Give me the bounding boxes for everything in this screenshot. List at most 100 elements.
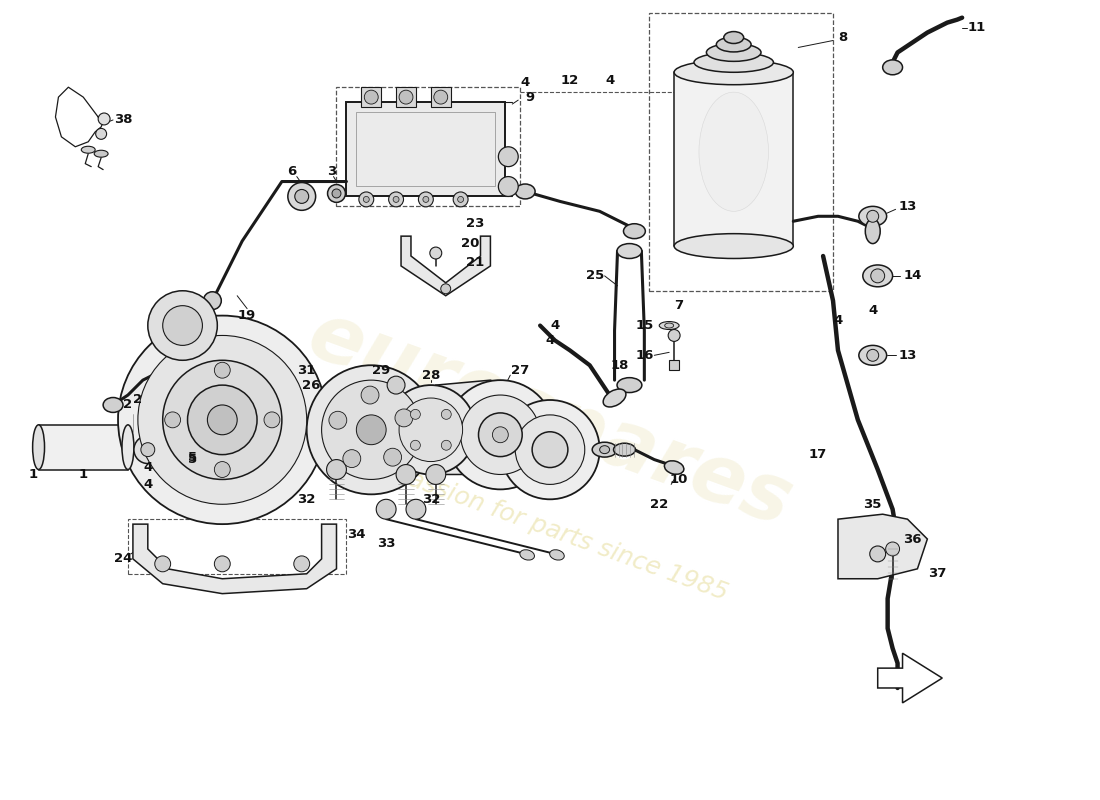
Ellipse shape xyxy=(515,184,535,199)
Text: 13: 13 xyxy=(899,349,916,362)
Ellipse shape xyxy=(882,60,902,74)
Circle shape xyxy=(294,556,310,572)
Text: 35: 35 xyxy=(864,498,882,510)
Polygon shape xyxy=(878,654,943,703)
Ellipse shape xyxy=(674,234,793,258)
Circle shape xyxy=(396,465,416,485)
Ellipse shape xyxy=(520,550,535,560)
Ellipse shape xyxy=(867,350,879,362)
Ellipse shape xyxy=(859,346,887,366)
Text: 29: 29 xyxy=(372,364,390,377)
Text: 31: 31 xyxy=(297,364,316,377)
Circle shape xyxy=(441,284,451,294)
Circle shape xyxy=(493,427,508,442)
Text: 34: 34 xyxy=(348,527,365,541)
Ellipse shape xyxy=(188,430,207,449)
Text: 4: 4 xyxy=(143,478,153,491)
Text: 6: 6 xyxy=(287,165,296,178)
Circle shape xyxy=(134,436,162,463)
Ellipse shape xyxy=(418,192,433,207)
Ellipse shape xyxy=(866,218,880,243)
Circle shape xyxy=(399,90,412,104)
Circle shape xyxy=(446,380,556,490)
Circle shape xyxy=(426,465,446,485)
Ellipse shape xyxy=(724,31,744,43)
Text: 4: 4 xyxy=(143,461,153,474)
Ellipse shape xyxy=(859,206,887,226)
Text: 23: 23 xyxy=(466,217,485,230)
Text: 36: 36 xyxy=(903,533,922,546)
Text: 12: 12 xyxy=(561,74,579,86)
Text: 5: 5 xyxy=(188,451,197,464)
Ellipse shape xyxy=(239,381,256,399)
Text: a passion for parts since 1985: a passion for parts since 1985 xyxy=(368,454,732,605)
Circle shape xyxy=(147,290,218,360)
Ellipse shape xyxy=(388,192,404,207)
Bar xyxy=(431,87,451,107)
Text: 4: 4 xyxy=(834,314,843,327)
Circle shape xyxy=(532,432,568,467)
Ellipse shape xyxy=(716,37,751,52)
Text: 15: 15 xyxy=(635,319,653,332)
Ellipse shape xyxy=(498,177,518,197)
Text: 20: 20 xyxy=(461,237,480,250)
Circle shape xyxy=(387,376,405,394)
Circle shape xyxy=(214,556,230,572)
Text: 7: 7 xyxy=(674,299,684,312)
Text: 14: 14 xyxy=(903,270,922,282)
Ellipse shape xyxy=(204,292,221,310)
Circle shape xyxy=(98,113,110,125)
Circle shape xyxy=(399,398,463,462)
Ellipse shape xyxy=(664,323,673,328)
Circle shape xyxy=(155,556,170,572)
Text: 18: 18 xyxy=(610,358,629,372)
Circle shape xyxy=(327,459,346,479)
Ellipse shape xyxy=(862,265,892,286)
Ellipse shape xyxy=(659,322,679,330)
Bar xyxy=(346,102,505,197)
Circle shape xyxy=(376,499,396,519)
Text: 4: 4 xyxy=(520,76,530,89)
Ellipse shape xyxy=(592,442,617,457)
Circle shape xyxy=(361,386,379,404)
Circle shape xyxy=(187,385,257,454)
Circle shape xyxy=(96,128,107,139)
Circle shape xyxy=(118,315,327,524)
Text: 4: 4 xyxy=(546,334,554,347)
Text: 11: 11 xyxy=(968,21,986,34)
Text: 4: 4 xyxy=(868,304,878,317)
Polygon shape xyxy=(838,514,927,578)
Text: 2: 2 xyxy=(123,398,132,411)
Circle shape xyxy=(329,411,346,429)
Circle shape xyxy=(430,247,442,259)
Bar xyxy=(131,414,186,432)
Text: 28: 28 xyxy=(421,369,440,382)
Circle shape xyxy=(395,409,412,427)
Circle shape xyxy=(478,413,522,457)
Bar xyxy=(356,112,495,186)
Text: 3: 3 xyxy=(327,165,337,178)
Circle shape xyxy=(886,542,900,556)
Text: 8: 8 xyxy=(838,31,848,44)
Text: 19: 19 xyxy=(238,309,256,322)
Ellipse shape xyxy=(614,443,636,456)
Ellipse shape xyxy=(288,182,316,210)
Ellipse shape xyxy=(122,425,134,470)
Text: 32: 32 xyxy=(421,493,440,506)
Circle shape xyxy=(364,90,378,104)
Ellipse shape xyxy=(498,146,518,166)
Bar xyxy=(674,72,793,246)
Circle shape xyxy=(406,499,426,519)
Text: 9: 9 xyxy=(526,90,535,104)
Ellipse shape xyxy=(95,150,108,157)
Ellipse shape xyxy=(694,53,773,72)
Circle shape xyxy=(386,385,475,474)
Bar xyxy=(39,425,128,470)
Ellipse shape xyxy=(359,192,374,207)
Ellipse shape xyxy=(706,43,761,62)
Polygon shape xyxy=(402,236,491,296)
Polygon shape xyxy=(436,380,535,474)
Ellipse shape xyxy=(617,378,642,393)
Circle shape xyxy=(343,450,361,467)
Text: 5: 5 xyxy=(188,453,197,466)
